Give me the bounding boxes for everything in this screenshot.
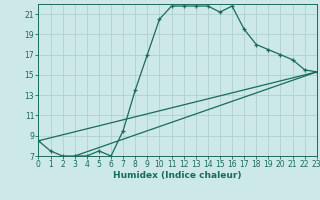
X-axis label: Humidex (Indice chaleur): Humidex (Indice chaleur) [113, 171, 242, 180]
